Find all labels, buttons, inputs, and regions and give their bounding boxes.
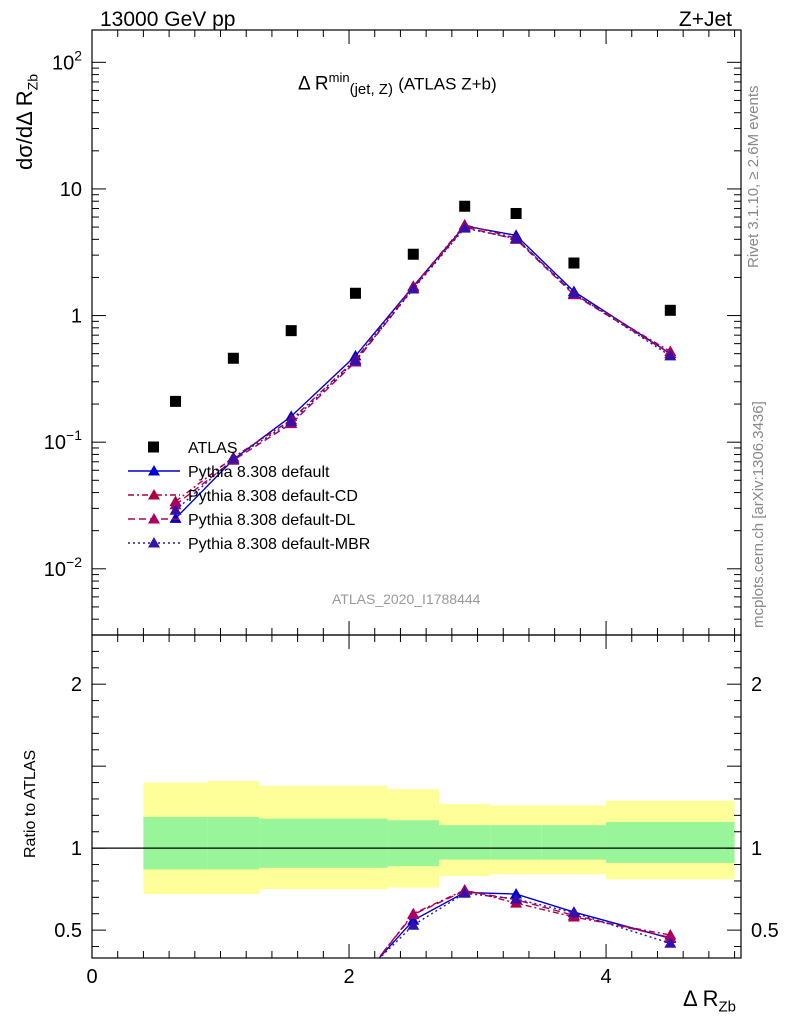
legend-marker-atlas <box>148 441 159 453</box>
atlas-data-point <box>510 207 522 219</box>
ratio-band-inner <box>541 825 607 860</box>
y-tick-label: 10−1 <box>44 427 82 454</box>
ratio-plot-frame: 0 2 4 0.5 0.5 1 1 2 2 <box>54 634 779 988</box>
plot-title-main: Δ R <box>298 73 329 95</box>
ratio-y-tick-label: 1 <box>71 838 82 860</box>
series-point-mbr <box>510 232 523 244</box>
ratio-line-mbr <box>378 892 671 958</box>
legend-label: Pythia 8.308 default-DL <box>188 512 355 529</box>
ratio-point-dl <box>664 931 677 943</box>
y-axis-label-ratio: Ratio to ATLAS <box>22 749 39 858</box>
x-axis-label-sub: Zb <box>718 998 736 1016</box>
series-point-mbr <box>169 504 182 515</box>
atlas-data-point <box>170 395 182 407</box>
main-plot-frame: 10−2 10−1 1 10 102 <box>44 29 742 636</box>
plot-title-sup: min <box>328 70 350 85</box>
atlas-data-point <box>664 304 676 316</box>
legend-label: ATLAS <box>188 440 238 457</box>
series-point-default <box>169 512 182 523</box>
ratio-band-inner <box>490 825 542 860</box>
y-axis-label-main-sub: Zb <box>24 74 41 91</box>
ratio-series-group <box>377 883 677 958</box>
legend-marker-mbr <box>148 537 160 548</box>
atlas-data-point <box>349 287 361 299</box>
atlas-data-point <box>407 248 419 260</box>
header-right: Z+Jet <box>678 8 732 31</box>
ratio-plot-border <box>91 634 742 959</box>
ratio-point-mbr <box>664 937 677 948</box>
series-point-mbr <box>227 452 240 464</box>
main-plot-marks <box>169 200 677 523</box>
x-tick-label: 4 <box>600 966 611 988</box>
ratio-y-tick-label: 2 <box>71 674 82 696</box>
y-tick-label: 102 <box>52 47 82 74</box>
ratio-band-inner <box>387 820 439 867</box>
ratio-point-mbr <box>458 887 471 898</box>
ratio-band-inner <box>606 821 735 863</box>
legend-marker-default <box>148 465 160 476</box>
series-line-cd <box>175 224 671 503</box>
ratio-band-inner <box>143 816 208 870</box>
atlas-data-point <box>285 325 297 337</box>
ratio-point-mbr <box>407 919 420 930</box>
series-point-mbr <box>567 287 580 298</box>
y-tick-label: 1 <box>71 306 82 328</box>
y-axis-label-main: dσ/dΔ RZb <box>12 74 40 170</box>
header-left: 13000 GeV pp <box>100 8 236 31</box>
ratio-uncertainty-bands <box>143 780 735 895</box>
ratio-band-inner <box>259 818 388 868</box>
ratio-y-tick-label-right: 2 <box>751 674 762 696</box>
side-text-mcplots: mcplots.cern.ch [arXiv:1306.3436] <box>750 401 767 628</box>
plot-title-sub: (jet, Z) <box>349 81 393 99</box>
plot-title-suffix: (ATLAS Z+b) <box>398 74 497 94</box>
y-tick-label: 10 <box>60 179 82 201</box>
legend: ATLAS Pythia 8.308 default Pythia 8.308 de… <box>128 440 370 553</box>
ratio-line-dl <box>377 890 671 958</box>
atlas-data-point <box>459 200 471 212</box>
y-axis-label-main-text: dσ/dΔ R <box>12 90 37 170</box>
legend-label: Pythia 8.308 default-CD <box>188 488 358 505</box>
series-point-mbr <box>664 349 677 361</box>
x-tick-label: 0 <box>86 966 97 988</box>
series-point-mbr <box>407 283 420 294</box>
legend-marker-dl <box>148 513 160 524</box>
ratio-band-inner <box>438 825 491 860</box>
legend-marker-cd <box>148 489 160 500</box>
ratio-y-tick-label: 0.5 <box>54 920 82 942</box>
legend-label: Pythia 8.308 default-MBR <box>188 536 370 553</box>
ratio-line-default <box>378 891 671 958</box>
series-point-mbr <box>458 222 471 233</box>
series-point-mbr <box>285 415 298 427</box>
ratio-point-mbr <box>567 906 580 918</box>
legend-label: Pythia 8.308 default <box>188 464 330 481</box>
atlas-data-point <box>568 257 580 269</box>
ratio-band-inner <box>207 816 260 870</box>
watermark: ATLAS_2020_I1788444 <box>332 591 481 607</box>
plot-title: Δ Rmin(jet, Z) (ATLAS Z+b) <box>298 70 497 98</box>
x-axis-label-text: Δ R <box>683 986 719 1011</box>
x-axis-label: Δ RZb <box>683 986 736 1015</box>
series-point-dl <box>169 498 182 510</box>
ratio-y-tick-label-right: 0.5 <box>751 920 779 942</box>
ratio-point-mbr <box>510 892 523 904</box>
x-tick-label: 2 <box>343 966 354 988</box>
ratio-point-dl <box>407 908 420 920</box>
side-text-rivet: Rivet 3.1.10, ≥ 2.6M events <box>745 85 762 269</box>
ratio-y-tick-label-right: 1 <box>751 838 762 860</box>
y-tick-label: 10−2 <box>44 554 82 581</box>
series-point-mbr <box>349 354 362 366</box>
ratio-plot-marks <box>377 883 677 958</box>
atlas-data-point <box>227 352 239 364</box>
